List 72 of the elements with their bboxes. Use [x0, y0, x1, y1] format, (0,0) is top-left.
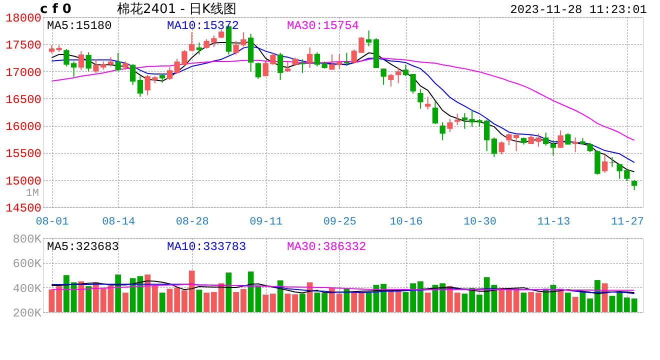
candlestick: [462, 112, 468, 130]
candlestick: [425, 96, 431, 110]
chart-subtitle: c f 0: [40, 2, 72, 17]
y-tick-label: 16000: [5, 120, 42, 134]
candlestick: [130, 64, 136, 86]
candlestick: [558, 130, 564, 148]
candlestick: [550, 140, 556, 156]
candlestick: [594, 150, 600, 175]
text: MA10:333783: [167, 240, 246, 254]
candlestick: [255, 62, 261, 80]
x-tick-label: 09-25: [323, 216, 356, 228]
y-tick-label: 18000: [5, 12, 42, 26]
candlestick: [380, 68, 386, 86]
x-tick-label: 08-14: [102, 216, 136, 228]
y-tick-label: 16500: [5, 92, 42, 107]
text: MA5:323683: [47, 240, 120, 254]
candlestick: [440, 122, 446, 141]
text: MA30:15754: [287, 19, 360, 33]
candlestick: [196, 42, 202, 55]
candlestick: [137, 76, 143, 98]
candlestick: [284, 61, 290, 72]
chart-title: 棉花2401 - 日K线图: [117, 2, 237, 17]
candlestick: [189, 32, 195, 52]
candlestick: [402, 64, 408, 77]
candlestick: [396, 66, 402, 84]
candlestick: [410, 74, 416, 94]
x-tick-label: 10-30: [463, 216, 496, 228]
y-tick-label: 14500: [5, 202, 42, 216]
x-tick-label: 11-13: [537, 216, 570, 228]
candlestick: [454, 113, 460, 126]
series-label: MA10:15372: [167, 19, 240, 33]
candlestick: [418, 88, 424, 110]
candlestick: [108, 56, 114, 67]
candlestick: [314, 52, 320, 67]
y-tick-label: 400K: [12, 282, 42, 296]
candlestick: [602, 154, 608, 174]
line-series: [51, 280, 635, 294]
y-tick-label: 800K: [12, 232, 42, 246]
candlestick: [498, 140, 504, 155]
candlestick: [366, 30, 372, 47]
candlestick: [632, 179, 638, 191]
candlestick: [115, 52, 121, 72]
y-tick-label: 17000: [5, 66, 42, 80]
candlestick: [307, 46, 313, 69]
y-tick-label: 200K: [12, 306, 42, 320]
y-tick-label: 15500: [5, 147, 42, 162]
x-tick-label: 08-28: [176, 216, 209, 228]
candlestick: [587, 142, 593, 153]
x-tick-label: 11-27: [610, 216, 644, 228]
x-tick-label: 09-11: [250, 216, 283, 228]
y-tick-label: 600K: [12, 257, 42, 272]
candlestick: [300, 58, 306, 74]
candlestick: [432, 101, 438, 124]
text: 2023-11-28 11:23:01: [510, 3, 647, 17]
candlestick: [278, 52, 284, 80]
candlestick: [572, 137, 578, 153]
candlestick: [388, 74, 394, 87]
text: 1M: [26, 188, 39, 200]
candlestick: [447, 118, 453, 133]
candlestick: [86, 52, 92, 72]
y-tick-label: 15000: [5, 174, 42, 188]
x-tick-label: 08-01: [36, 216, 70, 228]
candlestick: [78, 50, 84, 71]
candlestick: [160, 72, 166, 84]
candlestick: [491, 137, 497, 158]
candlestick: [543, 132, 549, 146]
text: MA5:15180: [47, 19, 112, 33]
candlestick: [609, 156, 615, 168]
text: MA30:386332: [287, 240, 366, 254]
x-tick-label: 10-16: [390, 216, 423, 228]
y-tick-label: 17500: [5, 38, 42, 53]
candlestick: [166, 66, 172, 80]
